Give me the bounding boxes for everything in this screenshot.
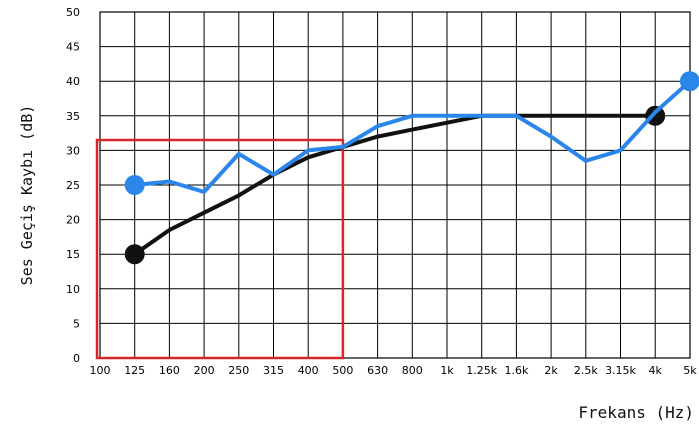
x-tick-label: 1.25k	[466, 364, 497, 377]
x-tick-label: 4k	[649, 364, 663, 377]
x-tick-label: 200	[194, 364, 215, 377]
x-tick-label: 3.15k	[605, 364, 636, 377]
x-tick-label: 400	[298, 364, 319, 377]
y-tick-label: 5	[73, 317, 80, 330]
x-tick-label: 800	[402, 364, 423, 377]
y-tick-label: 20	[66, 214, 80, 227]
x-tick-label: 125	[124, 364, 145, 377]
y-tick-label: 25	[66, 179, 80, 192]
x-tick-label: 1.6k	[504, 364, 528, 377]
series-layer	[124, 71, 699, 265]
series-2-marker-1	[124, 175, 145, 195]
y-tick-label: 10	[66, 283, 80, 296]
x-axis-label: Frekans (Hz)	[578, 403, 694, 422]
series-2-marker-2	[679, 71, 699, 92]
y-tick-label: 15	[66, 248, 80, 261]
highlight-box-layer	[95, 138, 345, 360]
y-tick-label: 0	[73, 352, 80, 365]
x-tick-label: 315	[263, 364, 284, 377]
series-1-marker-1	[124, 244, 145, 265]
series-line-2	[132, 79, 692, 194]
x-tick-label: 5k	[683, 364, 697, 377]
x-tick-label: 160	[159, 364, 180, 377]
x-tick-label: 1k	[440, 364, 454, 377]
x-tick-label: 100	[90, 364, 111, 377]
grid	[99, 11, 691, 359]
series-1-marker-2	[645, 105, 666, 126]
y-axis-label: Ses Geçiş Kaybı (dB)	[18, 105, 36, 286]
series-line-1	[132, 113, 658, 257]
y-tick-label: 30	[66, 144, 80, 157]
highlight-box	[95, 138, 345, 360]
y-tick-labels: 0 5 10 15 20 25 30 35 40 45 50	[66, 6, 80, 365]
y-tick-label: 50	[66, 6, 80, 19]
x-tick-labels: 100 125 160 200 250 315 400 500 630 800 1k 1.25k 1.6…	[90, 364, 698, 377]
x-tick-label: 250	[228, 364, 249, 377]
x-tick-label: 630	[367, 364, 388, 377]
x-tick-label: 500	[332, 364, 353, 377]
x-tick-label: 2.5k	[574, 364, 598, 377]
x-tick-label: 2k	[544, 364, 558, 377]
y-tick-label: 40	[66, 75, 80, 88]
y-tick-label: 35	[66, 110, 80, 123]
y-tick-label: 45	[66, 41, 80, 54]
